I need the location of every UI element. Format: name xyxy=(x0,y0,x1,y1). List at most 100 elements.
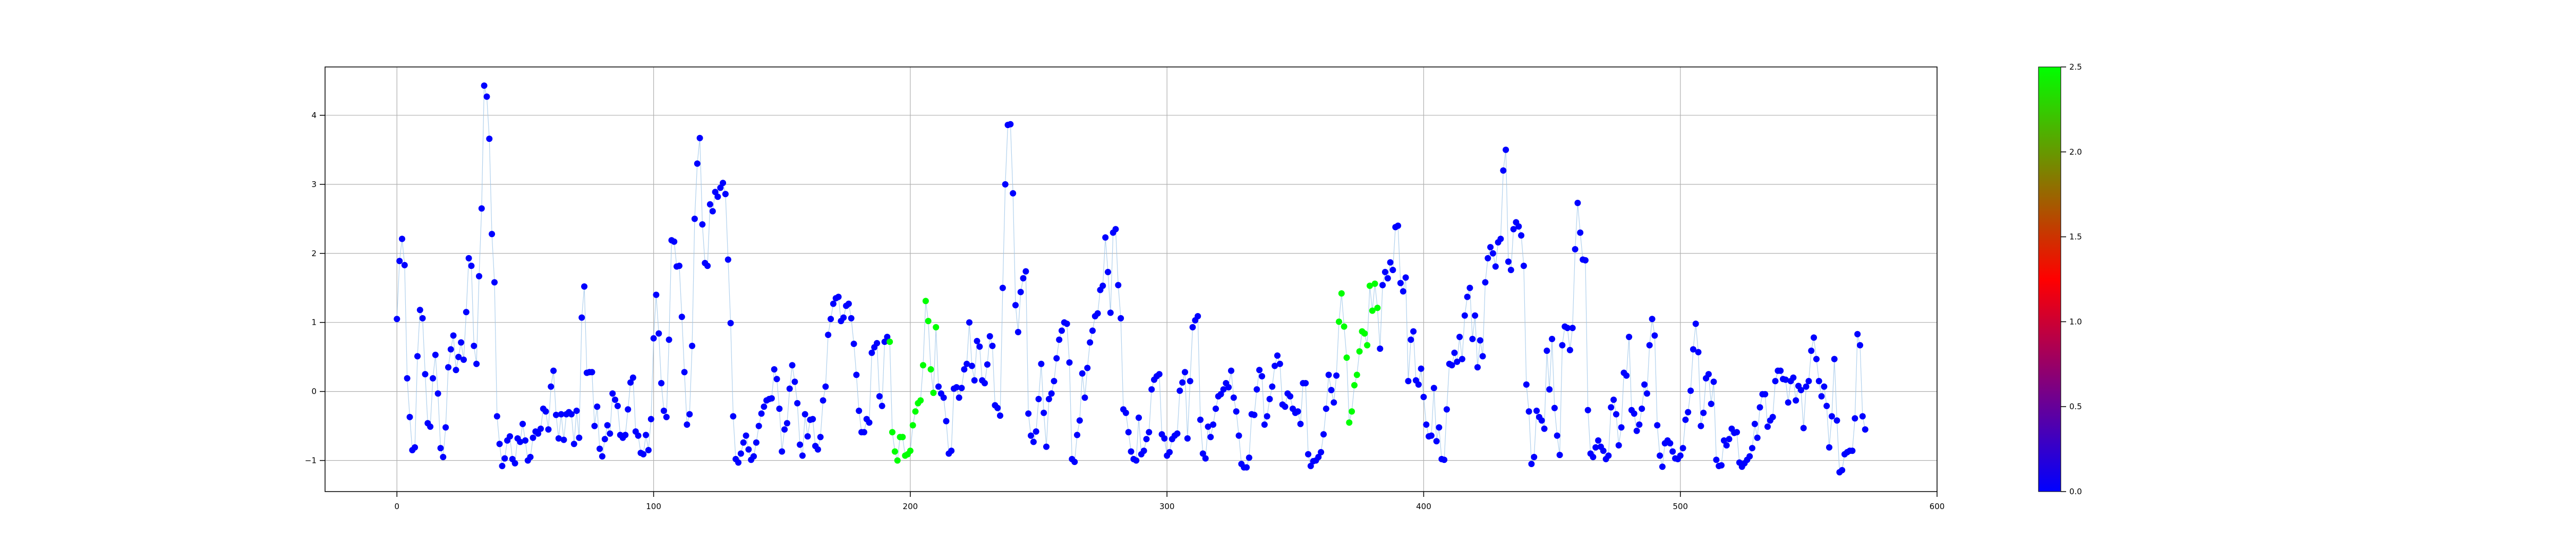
data-point xyxy=(706,201,713,208)
data-point xyxy=(1346,419,1353,426)
data-point xyxy=(773,376,780,383)
data-point xyxy=(1643,390,1650,397)
data-point xyxy=(481,82,488,89)
data-point xyxy=(1381,268,1388,275)
data-point xyxy=(1056,336,1063,343)
data-point xyxy=(1574,199,1581,206)
data-point xyxy=(1274,352,1281,359)
data-point xyxy=(1328,387,1335,393)
data-point xyxy=(1811,334,1817,341)
data-point xyxy=(997,412,1003,419)
data-point xyxy=(1849,447,1856,454)
data-point xyxy=(1264,413,1270,420)
data-point xyxy=(753,439,760,446)
data-point xyxy=(483,93,490,100)
data-point xyxy=(622,432,629,438)
data-point xyxy=(1118,315,1124,322)
data-point xyxy=(1230,394,1237,401)
data-point xyxy=(501,455,508,462)
data-point xyxy=(853,371,860,378)
data-point xyxy=(406,413,413,420)
data-point xyxy=(986,333,993,340)
data-point xyxy=(1122,409,1129,416)
data-point xyxy=(1143,436,1150,443)
data-point xyxy=(1233,408,1240,415)
data-point xyxy=(1272,362,1278,369)
data-point xyxy=(1854,331,1861,337)
data-point xyxy=(1769,413,1776,420)
data-point xyxy=(1030,438,1037,445)
grid xyxy=(325,67,1938,492)
data-point xyxy=(1654,422,1661,429)
data-point xyxy=(1408,336,1414,343)
data-point xyxy=(486,136,493,142)
data-point xyxy=(1356,348,1363,355)
data-point xyxy=(434,390,441,397)
data-point xyxy=(1266,395,1273,402)
data-point xyxy=(558,411,565,418)
data-point xyxy=(933,324,940,331)
data-point xyxy=(1043,443,1050,450)
data-point xyxy=(783,420,790,427)
data-point xyxy=(1805,378,1812,385)
data-point xyxy=(1107,309,1114,316)
data-point xyxy=(1756,404,1763,411)
data-point xyxy=(1166,449,1173,455)
data-point xyxy=(401,261,408,268)
data-point xyxy=(876,393,883,400)
data-point xyxy=(1028,432,1034,439)
x-tick-label: 200 xyxy=(903,502,918,511)
data-point xyxy=(691,215,698,222)
data-point xyxy=(1515,223,1522,230)
data-point xyxy=(1734,429,1740,436)
data-point xyxy=(804,433,811,440)
data-point xyxy=(1187,378,1193,385)
data-point xyxy=(1451,349,1458,356)
data-point xyxy=(999,284,1006,291)
data-point xyxy=(737,450,744,457)
data-point xyxy=(1443,406,1450,413)
data-point xyxy=(822,383,829,390)
data-point xyxy=(553,411,559,418)
data-point xyxy=(1351,382,1358,388)
data-point xyxy=(779,448,786,455)
data-point xyxy=(1485,255,1491,261)
data-point xyxy=(1415,381,1422,388)
data-point xyxy=(440,454,447,460)
data-point xyxy=(453,367,459,374)
data-point xyxy=(640,451,647,458)
data-point xyxy=(527,454,534,460)
data-point xyxy=(1523,381,1530,388)
data-point xyxy=(1307,462,1314,469)
data-point xyxy=(458,339,465,346)
data-point xyxy=(607,430,613,437)
data-point xyxy=(463,309,470,316)
data-point xyxy=(1405,378,1412,385)
data-point xyxy=(430,375,436,382)
data-point xyxy=(1377,345,1384,352)
data-point xyxy=(1818,393,1825,400)
data-point xyxy=(660,408,667,414)
data-point xyxy=(601,436,608,443)
data-point xyxy=(671,238,678,245)
data-point xyxy=(1613,411,1619,418)
x-tick-label: 500 xyxy=(1673,502,1688,511)
data-point xyxy=(1014,328,1021,335)
data-point xyxy=(830,300,837,307)
data-point xyxy=(1174,430,1181,437)
data-point xyxy=(588,369,595,376)
data-point xyxy=(894,457,901,464)
data-point xyxy=(1790,374,1797,381)
data-point xyxy=(1549,335,1556,342)
data-point xyxy=(1615,442,1622,449)
data-point xyxy=(1564,325,1571,332)
data-point xyxy=(1503,146,1509,153)
data-point xyxy=(1213,405,1219,412)
data-point xyxy=(1797,387,1804,393)
data-point xyxy=(1333,372,1340,379)
data-point xyxy=(1718,462,1725,469)
data-point xyxy=(663,413,670,420)
colorbar-tick-label: 0.5 xyxy=(2069,402,2082,411)
data-point xyxy=(717,184,724,191)
data-point xyxy=(1195,313,1201,319)
